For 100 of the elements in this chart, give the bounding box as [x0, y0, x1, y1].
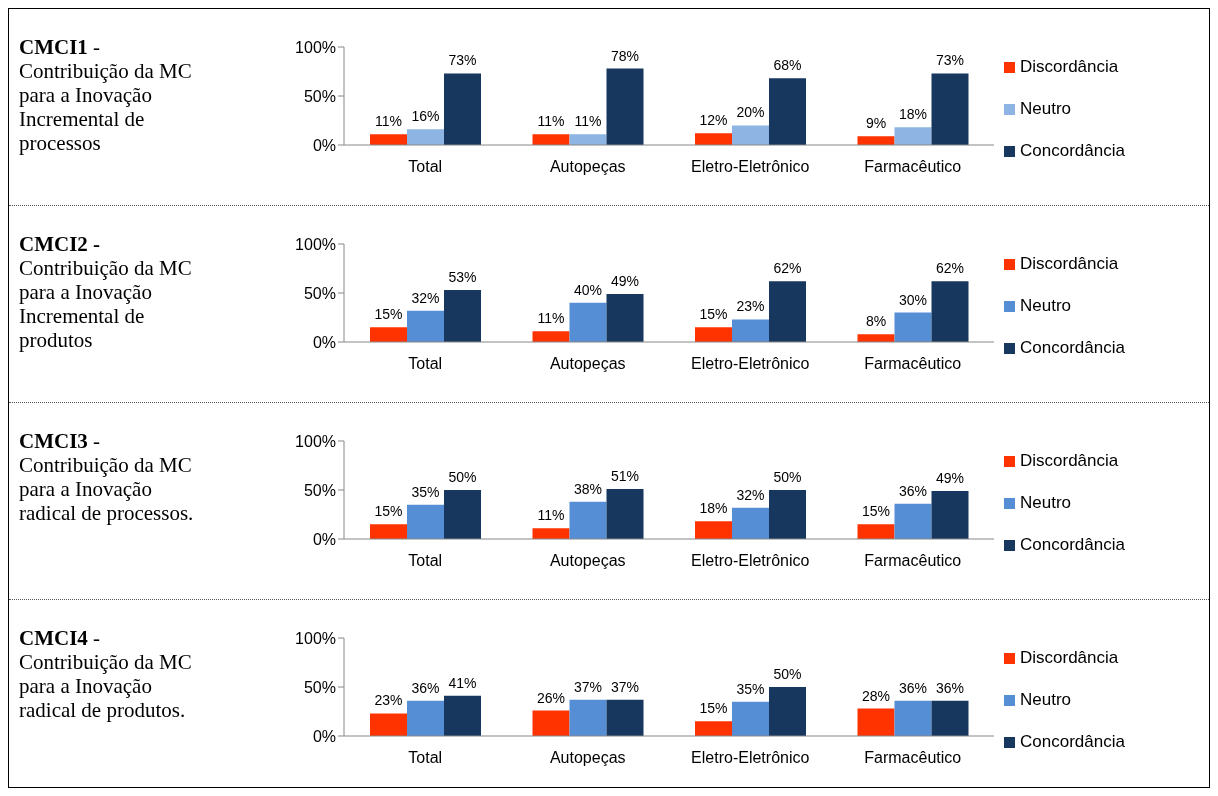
- legend-label: Concordância: [1020, 535, 1125, 555]
- legend-label: Concordância: [1020, 732, 1125, 752]
- data-label: 8%: [865, 313, 887, 330]
- data-label: 18%: [699, 500, 728, 517]
- data-label: 15%: [374, 306, 403, 323]
- x-tick-label: Eletro-Eletrônico: [691, 749, 810, 767]
- data-label: 36%: [898, 679, 928, 696]
- legend-label: Neutro: [1020, 99, 1072, 119]
- legend-label: Discordância: [1020, 57, 1119, 77]
- bar: [370, 134, 407, 145]
- x-tick-label: Total: [408, 552, 443, 570]
- x-tick-label: Autopeças: [549, 749, 626, 767]
- bar: [407, 504, 444, 539]
- data-label: 50%: [773, 666, 802, 682]
- data-label: 11%: [537, 310, 565, 327]
- bar: [532, 710, 570, 736]
- x-tick-label: Eletro-Eletrônico: [691, 158, 810, 176]
- data-label: 15%: [699, 700, 728, 717]
- data-label: 38%: [573, 480, 603, 497]
- y-tick-label: 100%: [295, 629, 336, 647]
- y-tick-label: 50%: [303, 284, 336, 302]
- bar: [444, 290, 481, 342]
- bar: [769, 78, 806, 145]
- text: CMCI2 -: [19, 232, 101, 256]
- data-label: 35%: [411, 483, 440, 500]
- x-tick-label: Autopeças: [549, 355, 626, 373]
- bar: [857, 136, 895, 145]
- legend-label: Concordância: [1020, 338, 1125, 358]
- legend-label: Neutro: [1020, 296, 1072, 316]
- data-label: 35%: [736, 680, 765, 697]
- bar: [407, 310, 444, 342]
- data-label: 36%: [411, 679, 440, 696]
- data-label: 23%: [374, 692, 403, 709]
- x-tick-label: Total: [408, 158, 443, 176]
- data-label: 15%: [374, 503, 403, 520]
- bar: [407, 700, 444, 736]
- legend-label: Discordância: [1020, 254, 1119, 274]
- data-label: 9%: [865, 115, 887, 132]
- data-label: 49%: [610, 272, 640, 289]
- bar: [532, 528, 570, 539]
- bar: [894, 127, 932, 145]
- data-label: 11%: [375, 113, 402, 130]
- x-tick-label: Eletro-Eletrônico: [691, 552, 810, 570]
- data-label: 11%: [537, 507, 565, 524]
- y-tick-label: 50%: [303, 481, 336, 499]
- x-tick-label: Eletro-Eletrônico: [691, 355, 810, 373]
- text: Contribuição da MC para a Inovação Incremental de produtos: [19, 256, 192, 352]
- data-label: 73%: [448, 52, 477, 69]
- data-label: 40%: [573, 281, 603, 298]
- bar: [695, 721, 732, 736]
- legend-label: Neutro: [1020, 690, 1072, 710]
- data-label: 15%: [699, 306, 728, 323]
- y-tick-label: 0%: [312, 136, 336, 154]
- data-label: 16%: [411, 108, 440, 125]
- bar: [695, 133, 732, 145]
- y-tick-label: 50%: [303, 87, 336, 105]
- legend-label: Neutro: [1020, 493, 1072, 513]
- legend-label: Concordância: [1020, 141, 1125, 161]
- bar: [606, 68, 644, 145]
- data-label: 49%: [935, 469, 965, 486]
- data-label: 78%: [610, 47, 640, 64]
- bar: [569, 501, 607, 539]
- data-label: 12%: [699, 112, 728, 129]
- bar: [857, 524, 895, 539]
- bar: [931, 73, 969, 145]
- legend-label: Discordância: [1020, 648, 1119, 668]
- bar: [857, 708, 895, 736]
- bar: [732, 125, 769, 145]
- bar: [931, 490, 969, 539]
- x-tick-label: Farmacêutico: [864, 355, 962, 373]
- data-label: 11%: [537, 113, 565, 130]
- text: CMCI3: [19, 429, 88, 453]
- data-label: 36%: [898, 482, 928, 499]
- y-tick-label: 0%: [312, 530, 336, 548]
- x-tick-label: Farmacêutico: [864, 552, 962, 570]
- bar: [894, 503, 932, 539]
- bar: [695, 327, 732, 342]
- y-tick-label: 100%: [295, 235, 336, 253]
- bar: [370, 713, 407, 736]
- data-label: 20%: [736, 104, 765, 121]
- data-label: 11%: [574, 113, 602, 130]
- x-tick-label: Autopeças: [549, 158, 626, 176]
- data-label: 37%: [610, 678, 640, 695]
- data-label: 15%: [861, 503, 891, 520]
- bar: [407, 129, 444, 145]
- bar: [569, 134, 607, 145]
- bar: [532, 331, 570, 342]
- legend-label: Discordância: [1020, 451, 1119, 471]
- y-tick-label: 50%: [303, 678, 336, 696]
- data-label: 50%: [448, 469, 477, 485]
- data-label: 26%: [536, 689, 566, 706]
- x-tick-label: Farmacêutico: [864, 158, 962, 176]
- bar: [370, 327, 407, 342]
- bar: [444, 695, 481, 736]
- data-label: 37%: [573, 678, 603, 695]
- y-tick-label: 0%: [312, 333, 336, 351]
- text: CMCI1: [19, 35, 88, 59]
- x-tick-label: Total: [408, 355, 443, 373]
- data-label: 41%: [448, 674, 477, 691]
- bar: [606, 699, 644, 736]
